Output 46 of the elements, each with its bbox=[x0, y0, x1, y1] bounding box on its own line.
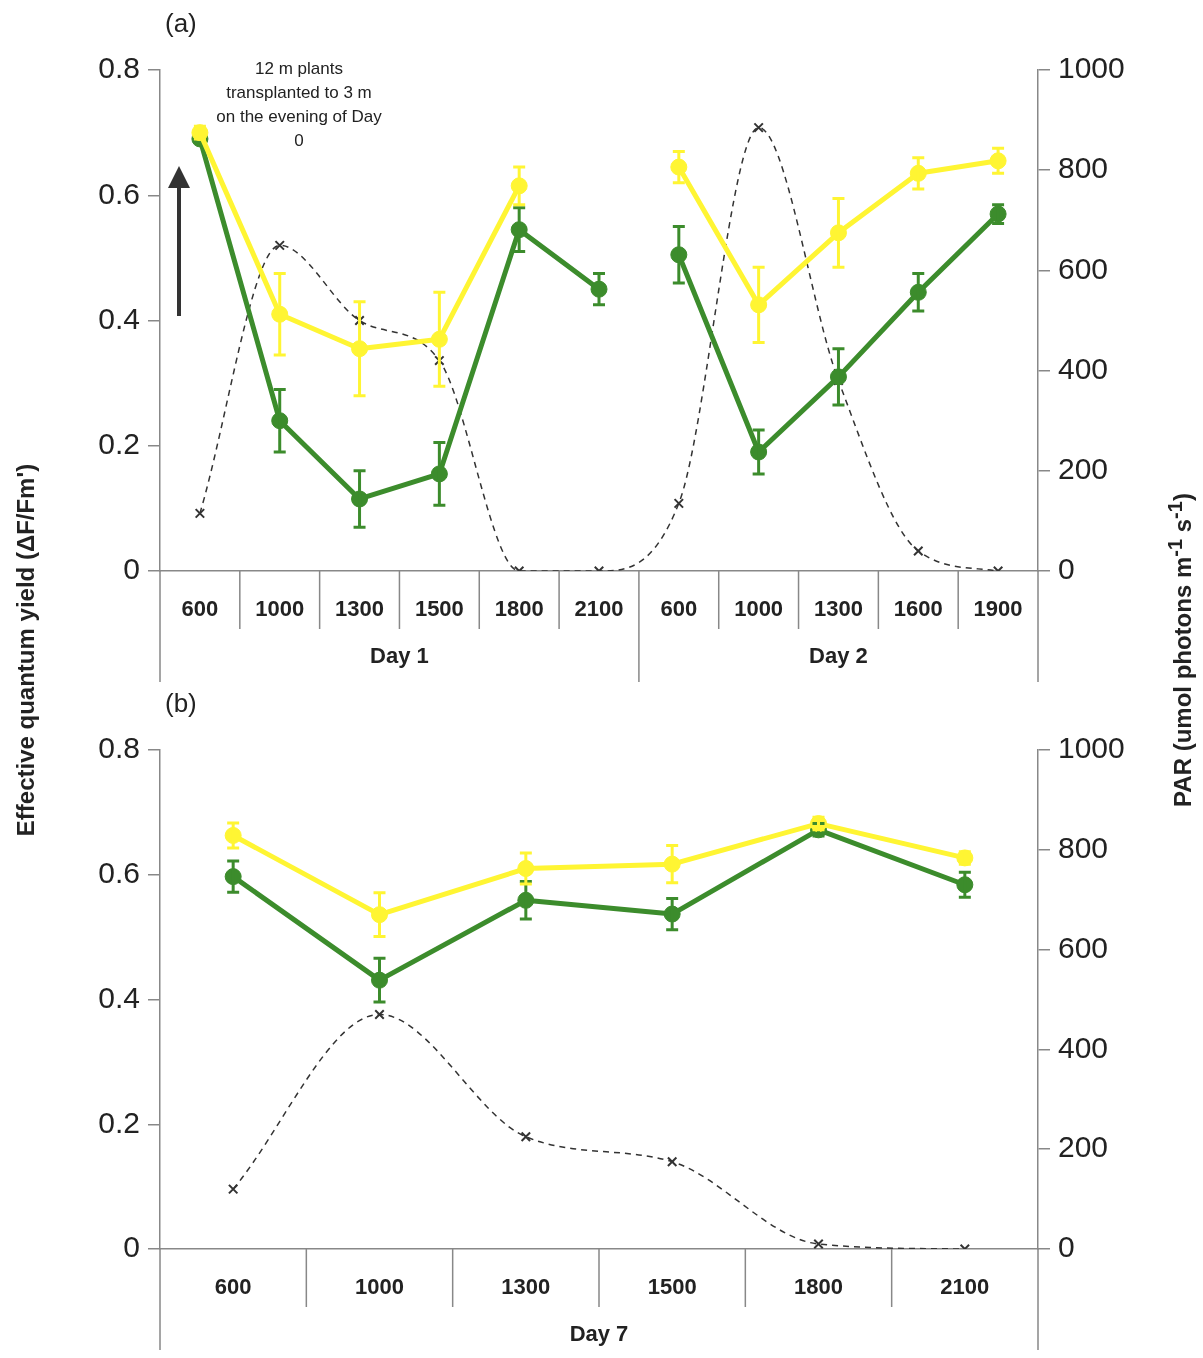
y2-tick-label: 400 bbox=[1058, 1030, 1109, 1064]
y-axis-title: Effective quantum yield (ΔF/Fm') bbox=[12, 463, 40, 837]
y-tick-label: 0.2 bbox=[98, 427, 140, 461]
y-tick-label: 0.4 bbox=[98, 980, 140, 1014]
y-tick-label: 0.8 bbox=[98, 51, 140, 85]
y-tick-label: 0.4 bbox=[98, 301, 140, 335]
text: Day 2 bbox=[809, 643, 868, 669]
y-tick-label: 0 bbox=[123, 552, 140, 586]
x-tick-label: 1800 bbox=[794, 1274, 843, 1300]
x-tick-label: 600 bbox=[181, 596, 219, 622]
text: (a) bbox=[165, 8, 197, 39]
x-tick-label: 600 bbox=[214, 1274, 252, 1300]
y-tick-label: 0.8 bbox=[98, 731, 140, 765]
y2-tick-label: 400 bbox=[1058, 351, 1109, 385]
y2-tick-label: 200 bbox=[1058, 452, 1109, 486]
text: Day 1 bbox=[370, 643, 429, 669]
y2-tick-label: 0 bbox=[1058, 552, 1075, 586]
y2-tick-label: 0 bbox=[1058, 1230, 1075, 1264]
x-tick-label: 2100 bbox=[574, 596, 624, 622]
x-tick-label: 1900 bbox=[973, 596, 1023, 622]
x-tick-label: 1500 bbox=[647, 1274, 697, 1300]
x-tick-label: 1300 bbox=[335, 596, 385, 622]
y-tick-label: 0.6 bbox=[98, 856, 140, 890]
y2-tick-label: 600 bbox=[1058, 930, 1109, 964]
x-tick-label: 2100 bbox=[940, 1274, 990, 1300]
x-tick-label: 1500 bbox=[414, 596, 464, 622]
y2-tick-label: 1000 bbox=[1058, 51, 1125, 85]
y2-tick-label: 200 bbox=[1058, 1130, 1109, 1164]
x-tick-label: 1300 bbox=[501, 1274, 551, 1300]
x-tick-label: 1000 bbox=[734, 596, 784, 622]
x-tick-label: 1000 bbox=[255, 596, 305, 622]
y-tick-label: 0.6 bbox=[98, 176, 140, 210]
x-tick-label: 600 bbox=[660, 596, 698, 622]
y2-tick-label: 800 bbox=[1058, 151, 1109, 185]
text: (b) bbox=[165, 688, 197, 719]
y-tick-label: 0.2 bbox=[98, 1105, 140, 1139]
y2-tick-label: 600 bbox=[1058, 251, 1109, 285]
x-tick-label: 1600 bbox=[893, 596, 943, 622]
y2-tick-label: 1000 bbox=[1058, 731, 1125, 765]
y2-tick-label: 800 bbox=[1058, 831, 1109, 865]
x-tick-label: 1300 bbox=[813, 596, 863, 622]
text: Day 7 bbox=[569, 1321, 629, 1347]
annotation: 12 m plants transplanted to 3 m on the evening of Day 0 bbox=[215, 58, 383, 152]
y-tick-label: 0 bbox=[123, 1230, 140, 1264]
x-tick-label: 1800 bbox=[494, 596, 544, 622]
x-tick-label: 1000 bbox=[355, 1274, 404, 1300]
